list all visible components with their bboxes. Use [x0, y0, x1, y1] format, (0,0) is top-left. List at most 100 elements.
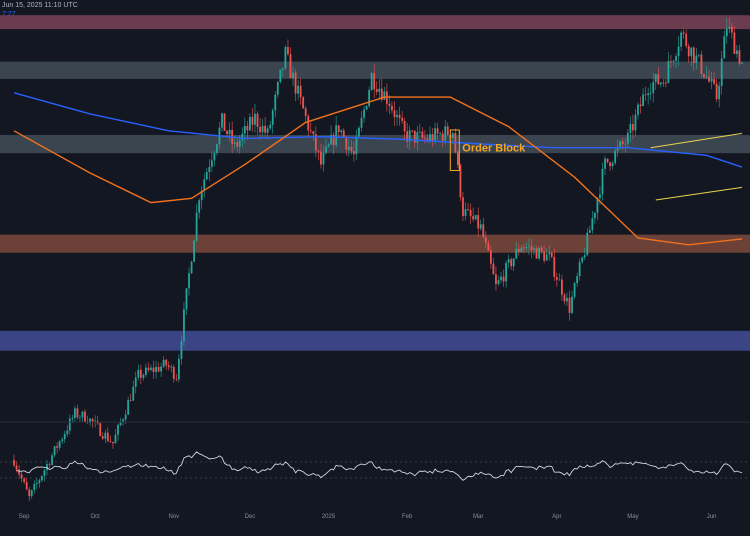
- candle-body: [185, 288, 188, 310]
- rsi-guides: [0, 461, 750, 479]
- candle-body: [555, 277, 558, 280]
- candle-body: [68, 418, 71, 431]
- candle-body: [528, 246, 530, 248]
- candle-body: [226, 130, 228, 135]
- candle-body: [670, 61, 672, 62]
- candle-body: [13, 459, 15, 466]
- x-tick-label: Sep: [19, 514, 30, 520]
- moving-average-orange: [13, 96, 743, 246]
- candle-body: [484, 237, 487, 243]
- candle-body: [510, 259, 513, 267]
- candle-body: [705, 76, 708, 78]
- candle-body: [38, 480, 41, 483]
- candle-body: [322, 152, 325, 165]
- candle-body: [101, 436, 104, 439]
- candle-body: [61, 439, 64, 442]
- candle-body: [639, 104, 642, 107]
- candle-body: [190, 261, 193, 274]
- candle-body: [659, 82, 662, 85]
- candle-body: [634, 114, 637, 131]
- candle-body: [251, 116, 254, 125]
- candle-body: [236, 142, 239, 147]
- candle-body: [287, 46, 289, 55]
- candle-body: [66, 430, 69, 435]
- x-tick-label: Apr: [552, 514, 561, 520]
- candle-body: [347, 146, 350, 150]
- candle-body: [292, 72, 294, 79]
- candle-body: [593, 212, 596, 219]
- candle-body: [672, 60, 675, 62]
- candle-body: [720, 58, 723, 86]
- candle-body: [479, 224, 482, 229]
- candle-body: [497, 280, 500, 284]
- rsi-line: [16, 451, 743, 481]
- candle-body: [63, 434, 66, 440]
- candle-body: [23, 478, 26, 483]
- candle-body: [588, 230, 591, 233]
- candle-body: [249, 116, 251, 131]
- candle-body: [525, 246, 528, 248]
- candle-body: [380, 88, 383, 100]
- candle-body: [507, 259, 510, 263]
- zone-resistance-top: [0, 15, 750, 30]
- candle-body: [269, 124, 272, 129]
- candle-body: [170, 366, 173, 368]
- candle-body: [492, 263, 495, 275]
- candle-body: [538, 247, 540, 259]
- candle-body: [738, 50, 741, 64]
- candle-body: [150, 367, 152, 371]
- channel-upper-line: [650, 132, 743, 149]
- x-tick-label: Feb: [402, 514, 413, 520]
- x-tick-label: May: [627, 514, 638, 520]
- candle-body: [266, 128, 269, 133]
- candle-body: [573, 283, 576, 297]
- candle-body: [718, 85, 721, 100]
- candle-body: [736, 50, 738, 55]
- candle-body: [566, 297, 568, 302]
- candle-body: [289, 54, 292, 79]
- candle-body: [264, 125, 267, 133]
- candle-body: [543, 251, 546, 261]
- order-block: Order Block: [449, 129, 526, 171]
- candle-body: [162, 359, 165, 367]
- candle-body: [137, 369, 140, 378]
- candle-body: [117, 424, 119, 435]
- candle-body: [335, 125, 338, 146]
- candle-body: [238, 140, 241, 147]
- candle-body: [104, 432, 107, 439]
- candle-body: [457, 152, 459, 166]
- key-level-zones: [0, 15, 750, 351]
- candle-body: [299, 85, 302, 98]
- candle-body: [502, 276, 505, 282]
- candle-body: [517, 248, 520, 252]
- candle-body: [177, 358, 180, 380]
- candle-body: [408, 130, 411, 142]
- candle-body: [462, 197, 464, 216]
- candle-body: [581, 257, 584, 263]
- candle-body: [505, 262, 507, 282]
- candle-body: [441, 133, 444, 141]
- candle-body: [139, 369, 142, 378]
- candle-body: [619, 141, 622, 147]
- candle-body: [271, 110, 274, 125]
- candle-body: [687, 46, 690, 57]
- zone-support-2: [0, 330, 750, 351]
- candle-body: [482, 224, 485, 238]
- candle-body: [18, 469, 20, 475]
- x-tick-label: Mar: [473, 514, 483, 520]
- ascending-channel: [650, 132, 743, 201]
- candle-body: [91, 418, 94, 422]
- candle-body: [309, 130, 312, 132]
- candle-body: [76, 408, 79, 418]
- candle-body: [114, 434, 117, 444]
- candle-body: [406, 131, 409, 142]
- candle-body: [675, 56, 677, 61]
- candle-body: [401, 117, 403, 121]
- candle-body: [233, 142, 236, 144]
- candle-body: [396, 114, 398, 118]
- candle-body: [520, 247, 523, 252]
- x-tick-label: 2025: [322, 514, 336, 520]
- candle-body: [281, 68, 284, 70]
- candle-body: [558, 279, 561, 281]
